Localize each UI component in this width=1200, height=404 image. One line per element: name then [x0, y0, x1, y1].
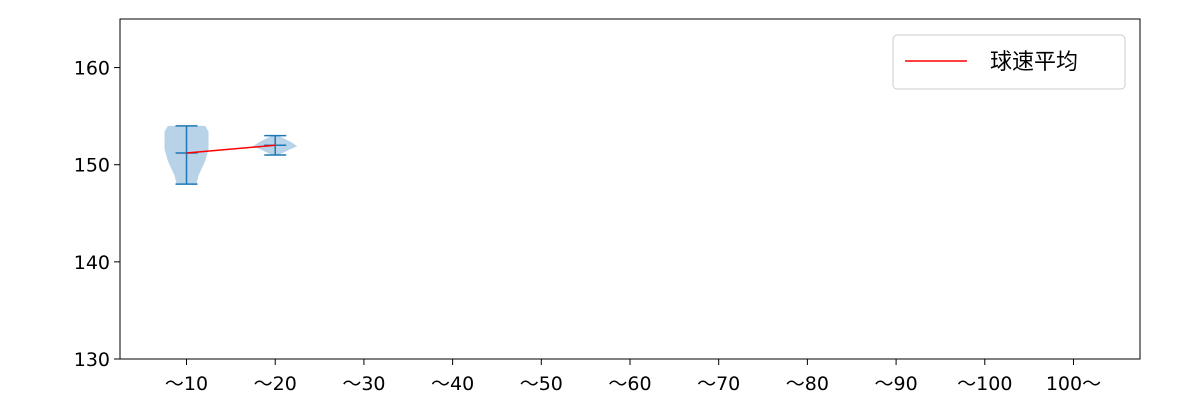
y-tick-label: 150	[74, 155, 110, 177]
x-axis: ～10 ～20 ～30 ～40 ～50 ～60 ～70 ～80 ～90 ～100 100～	[165, 359, 1101, 395]
x-tick-label: ～20	[254, 373, 297, 395]
y-tick-label: 130	[74, 349, 110, 371]
x-tick-label: ～50	[520, 373, 563, 395]
mean-line	[186, 144, 276, 154]
y-axis: 130 140 150 160	[74, 58, 120, 371]
x-tick-label: ～70	[697, 373, 740, 395]
x-tick-label: ～40	[431, 373, 474, 395]
y-tick-label: 160	[74, 58, 110, 80]
x-tick-label: ～10	[165, 373, 208, 395]
y-tick-label: 140	[74, 252, 110, 274]
mean-line-layer	[186, 144, 276, 154]
x-tick-label: ～60	[608, 373, 651, 395]
x-tick-label: 100～	[1046, 373, 1101, 395]
legend-box	[892, 34, 1126, 90]
legend-label: 球速平均	[990, 50, 1078, 75]
x-tick-label: ～30	[342, 373, 385, 395]
legend: 球速平均	[892, 34, 1126, 90]
x-tick-label: ～80	[786, 373, 829, 395]
x-tick-label: ～90	[874, 373, 917, 395]
violins-layer	[164, 125, 298, 185]
x-tick-label: ～100	[957, 373, 1012, 395]
